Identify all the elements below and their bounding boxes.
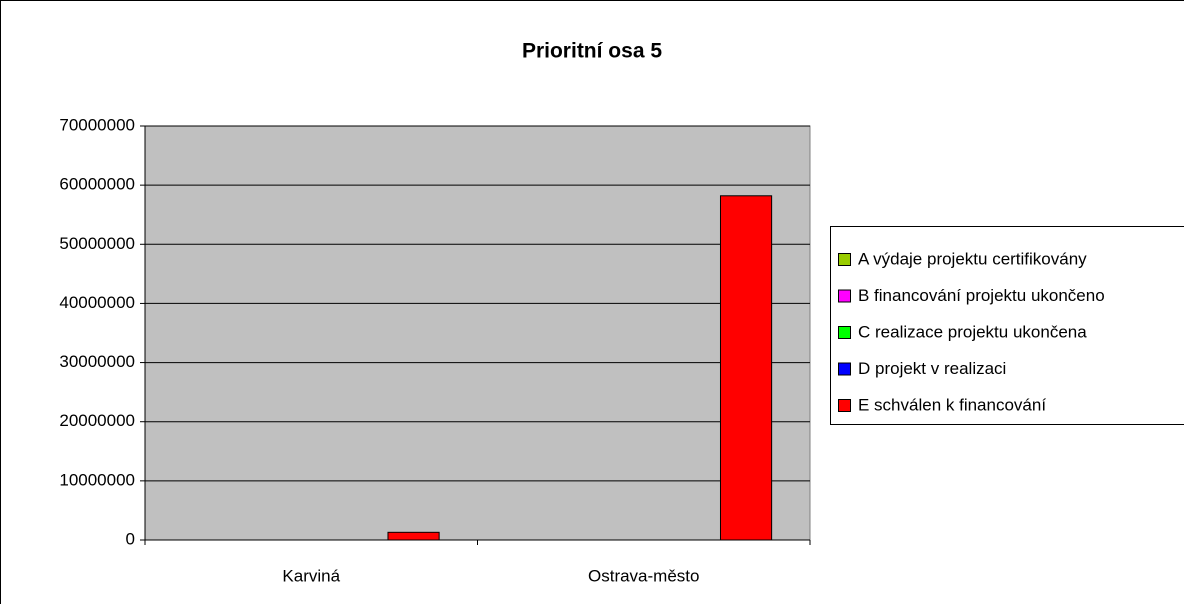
legend-label: D projekt v realizaci (858, 359, 1006, 378)
legend-label: E schválen k financování (858, 395, 1046, 414)
y-tick-label: 30000000 (59, 352, 135, 371)
legend-label: A výdaje projektu certifikovány (858, 249, 1087, 268)
plot-area (144, 125, 811, 541)
legend-swatch (838, 362, 851, 376)
x-tick-label: Karviná (282, 566, 340, 585)
legend-label: C realizace projektu ukončena (858, 322, 1087, 341)
chart-title: Prioritní osa 5 (522, 40, 662, 63)
y-tick-label: 50000000 (59, 234, 135, 253)
legend-swatch (838, 326, 851, 339)
legend-swatch (838, 399, 851, 412)
y-tick-label: 20000000 (59, 411, 135, 430)
legend-label: B financování projektu ukončeno (858, 286, 1105, 305)
y-tick-label: 60000000 (59, 175, 135, 194)
x-tick-label: Ostrava-město (588, 566, 699, 585)
y-tick-label: 70000000 (59, 115, 135, 134)
bar (387, 531, 440, 541)
bar (719, 195, 773, 541)
legend-box (830, 226, 1184, 425)
y-tick-label: 40000000 (59, 293, 135, 312)
y-tick-label: 10000000 (59, 470, 135, 489)
legend-swatch (838, 253, 851, 266)
y-tick-label: 0 (126, 529, 135, 548)
legend-swatch (838, 289, 851, 303)
